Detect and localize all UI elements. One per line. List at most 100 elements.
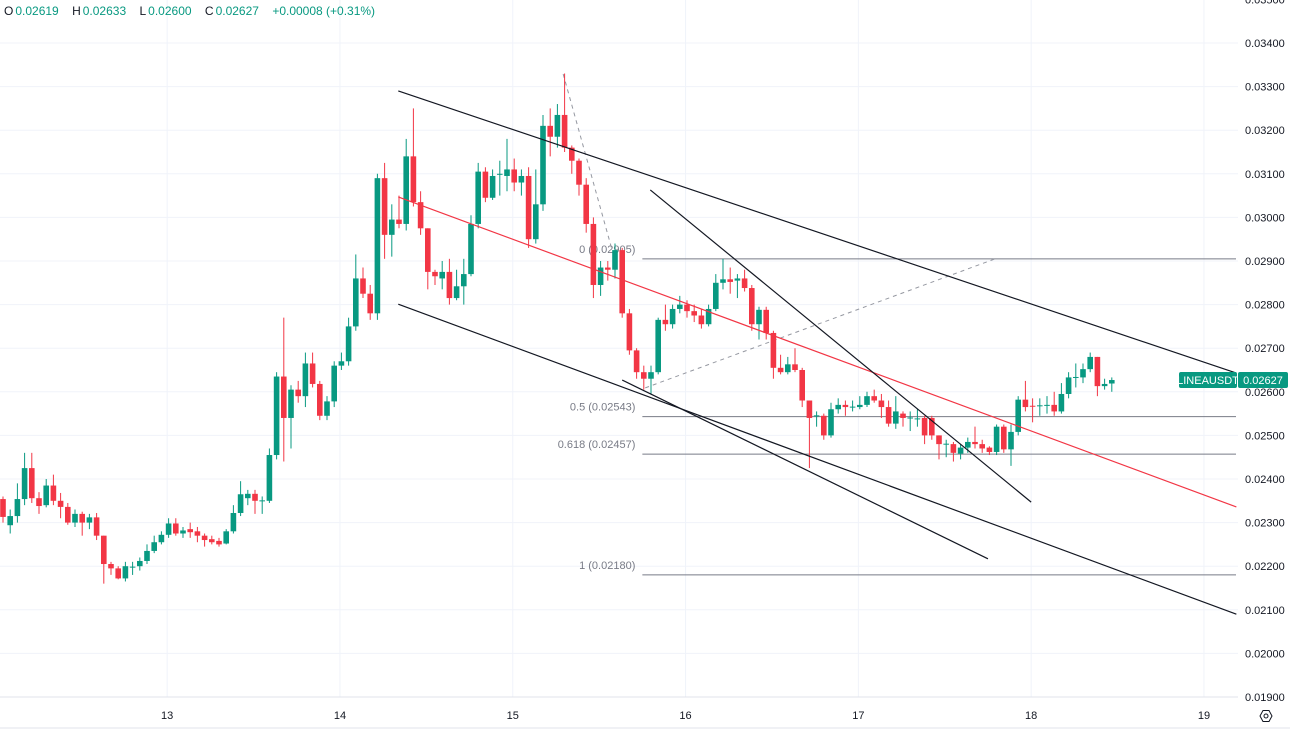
candle-body	[1001, 426, 1007, 450]
candle	[360, 267, 366, 299]
fib-level-label: 1 (0.02180)	[579, 560, 635, 572]
candle-body	[597, 267, 604, 285]
candle	[1051, 391, 1057, 416]
candle	[547, 108, 553, 157]
candle-body	[93, 517, 100, 536]
candle	[446, 258, 453, 305]
candle-body	[187, 529, 193, 533]
price-tick-label: 0.02800	[1245, 300, 1285, 312]
settings-gear-icon[interactable]	[1259, 709, 1273, 723]
trend-line-steep-resistance	[649, 189, 1032, 503]
candle-body	[497, 173, 503, 175]
candle	[677, 295, 683, 314]
candle	[878, 393, 885, 418]
candle-body	[691, 311, 697, 316]
candle	[266, 448, 273, 503]
candle	[525, 167, 532, 248]
candle	[50, 474, 57, 506]
candle-body	[1037, 405, 1043, 407]
candle	[511, 158, 517, 192]
fib-level-label: 0.618 (0.02457)	[558, 439, 636, 451]
candle	[410, 108, 417, 207]
candle	[907, 411, 913, 432]
candle-body	[900, 413, 906, 418]
candle	[734, 274, 741, 299]
candle-body	[662, 319, 669, 325]
candle-body	[612, 250, 618, 270]
price-tick-label: 0.03300	[1245, 82, 1285, 94]
candle	[209, 535, 215, 545]
candle	[662, 304, 669, 331]
candle-body	[1101, 383, 1108, 387]
candle	[101, 535, 107, 584]
candle	[497, 160, 503, 196]
candle	[461, 258, 467, 305]
candle	[741, 269, 748, 292]
candle	[439, 261, 445, 290]
candle-body	[65, 506, 71, 523]
candle-body	[626, 313, 633, 351]
candle-body	[115, 568, 121, 579]
candle-body	[72, 513, 78, 523]
price-tick-label: 0.01900	[1245, 692, 1285, 704]
candle-body	[893, 411, 899, 424]
candle	[979, 439, 985, 453]
candle-body	[605, 267, 611, 270]
time-tick-label: 19	[1198, 710, 1210, 722]
candle-body	[360, 278, 366, 294]
price-tick-label: 0.02900	[1245, 256, 1285, 268]
candle-body	[849, 406, 856, 408]
price-tick-label: 0.02100	[1245, 605, 1285, 617]
candle	[295, 380, 301, 403]
candle-body	[727, 279, 733, 282]
price-tick-label: 0.02500	[1245, 430, 1285, 442]
candle	[396, 195, 402, 229]
candle	[943, 439, 949, 458]
candle-body	[576, 160, 582, 185]
candle-body	[1087, 356, 1093, 370]
candle	[79, 511, 85, 536]
price-tick-label: 0.03200	[1245, 125, 1285, 137]
candle	[425, 228, 431, 290]
candle-body	[353, 278, 359, 327]
candle-body	[129, 566, 136, 568]
candle-body	[79, 513, 85, 523]
candle-body	[720, 279, 726, 283]
trend-line-support-line	[621, 379, 989, 560]
symbol-tag-bg	[1179, 372, 1237, 389]
candle	[230, 505, 237, 534]
candle	[432, 269, 438, 285]
candle	[921, 415, 928, 445]
candle	[576, 158, 582, 196]
candle-body	[57, 500, 64, 507]
candle	[158, 531, 165, 545]
candle-body	[914, 418, 921, 420]
candle-body	[842, 404, 849, 408]
candle	[597, 261, 604, 296]
change-value: +0.00008 (+0.31%)	[272, 4, 376, 18]
candle-body	[619, 250, 625, 314]
candle	[705, 304, 712, 327]
ohlc-legend: O 0.02619 H 0.02633 L 0.02600 C 0.02627 +0.0…	[4, 4, 377, 18]
candle	[165, 518, 172, 538]
candle	[36, 492, 42, 514]
candle	[482, 167, 489, 203]
candle	[489, 169, 496, 200]
candle-body	[770, 332, 777, 368]
candle	[993, 424, 1000, 456]
candle	[806, 400, 813, 469]
candle-body	[446, 271, 453, 299]
open-key: O	[4, 4, 14, 18]
candle	[1087, 352, 1093, 373]
candle	[216, 537, 222, 547]
candle	[381, 162, 388, 259]
candle-body	[763, 309, 769, 333]
candle	[929, 415, 935, 440]
candle-body	[245, 493, 251, 499]
candle	[223, 529, 229, 545]
candle	[669, 304, 676, 329]
candle	[252, 489, 258, 514]
candle	[1065, 372, 1072, 399]
candle-body	[158, 534, 165, 543]
